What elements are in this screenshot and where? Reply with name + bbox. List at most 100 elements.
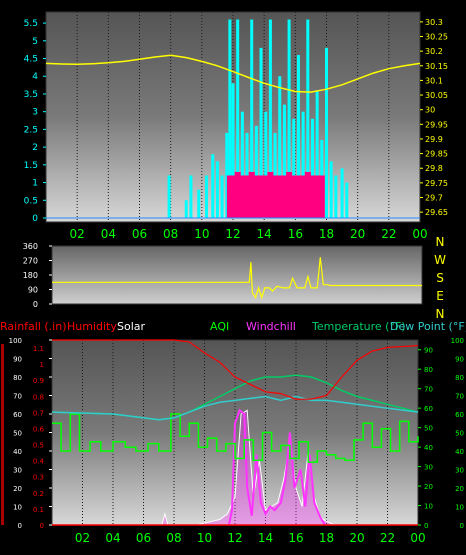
humidity-tick-label: 70: [13, 393, 22, 401]
rain-tick-label: 1.1: [33, 345, 44, 353]
x-tick-label: 10: [194, 227, 209, 241]
x-tick-label: 12: [225, 227, 240, 241]
windspeed-bar: [345, 182, 349, 218]
aqi-tick-label: 40: [455, 448, 464, 456]
x-tick-label: 20: [349, 531, 364, 545]
right-tick-label: 29.8: [425, 164, 443, 173]
right-tick-label: 30: [425, 106, 435, 115]
temp-tick-label: 0: [424, 522, 428, 530]
windspeed-bar: [264, 111, 268, 218]
temp-tick-label: 30: [424, 464, 433, 472]
x-tick-label: 16: [288, 531, 303, 545]
gust-bar: [244, 175, 251, 218]
windspeed-bar: [259, 47, 263, 218]
legend-entry: Rainfall (.in): [0, 320, 67, 333]
aqi-tick-label: 70: [455, 393, 464, 401]
x-tick-label: 12: [227, 531, 242, 545]
dir-tick-label: 360: [23, 242, 38, 251]
windspeed-bar: [334, 175, 338, 218]
left-tick-label: 3: [32, 108, 38, 118]
windspeed-bar: [278, 76, 282, 219]
humidity-line: [52, 339, 419, 400]
aqi-tick-label: 10: [455, 504, 464, 512]
windspeed-bar: [167, 175, 171, 218]
temp-tick-label: 60: [424, 405, 433, 413]
compass-label: S: [436, 271, 444, 285]
temp-tick-label: 90: [424, 347, 433, 355]
windspeed-bar: [325, 47, 328, 218]
right-tick-label: 30.25: [425, 32, 448, 41]
aqi-line: [52, 413, 419, 463]
windspeed-bar: [250, 19, 254, 219]
windspeed-bar: [197, 189, 201, 218]
humidity-tick-label: 80: [13, 374, 22, 382]
x-tick-label: 22: [380, 531, 395, 545]
windspeed-bar: [184, 200, 188, 218]
rain-tick-label: 0.6: [33, 425, 45, 433]
gust-bar: [253, 175, 260, 218]
x-tick-label: 00: [410, 531, 425, 545]
temp-tick-label: 20: [424, 483, 433, 491]
compass-label: N: [436, 307, 445, 321]
windspeed-bar: [236, 19, 240, 219]
gust-bar: [248, 171, 255, 218]
rain-tick-label: 0.7: [33, 409, 44, 417]
left-tick-label: 2.5: [24, 125, 38, 135]
windspeed-bar: [292, 118, 296, 218]
x-tick-label: 08: [166, 531, 181, 545]
windspeed-bar: [211, 154, 215, 218]
windspeed-bar: [282, 104, 286, 218]
right-tick-label: 29.85: [425, 150, 448, 159]
rain-tick-label: 0.8: [33, 393, 44, 401]
windspeed-bar: [329, 161, 333, 218]
gust-bar: [295, 175, 302, 218]
legend-entry: AQI: [210, 320, 229, 333]
gust-bar: [267, 171, 274, 218]
windspeed-bar: [228, 19, 232, 219]
windspeed-bar: [306, 19, 310, 219]
legend-entry: Humidity: [67, 320, 117, 333]
right-tick-label: 30.15: [425, 62, 448, 71]
x-tick-label: 06: [132, 227, 147, 241]
x-tick-label: 14: [258, 531, 273, 545]
aqi-tick-label: 0: [460, 522, 464, 530]
gust-bar: [290, 175, 297, 218]
windspeed-bar: [240, 111, 244, 218]
rain-tick-label: 0.2: [33, 490, 44, 498]
legend-entry: Solar: [117, 320, 146, 333]
rain-tick-label: 0.3: [33, 474, 44, 482]
x-tick-label: 16: [288, 227, 303, 241]
solar-area: [52, 410, 418, 525]
windspeed-bar: [225, 132, 229, 218]
windspeed-bar: [254, 125, 258, 218]
humidity-tick-label: 60: [13, 411, 22, 419]
humidity-tick-label: 10: [13, 504, 22, 512]
x-tick-label: 08: [163, 227, 178, 241]
direction-panel-bg: [52, 246, 422, 304]
gust-bar: [318, 175, 325, 218]
left-tick-label: 1: [32, 179, 38, 189]
gust-bar: [276, 175, 283, 218]
humidity-tick-label: 20: [13, 485, 22, 493]
aqi-tick-label: 90: [455, 356, 464, 364]
temp-tick-label: 10: [424, 503, 433, 511]
temp-tick-label: 50: [424, 425, 433, 433]
x-tick-label: 20: [350, 227, 365, 241]
rain-axis-bar: [1, 344, 4, 525]
windspeed-bar: [268, 19, 272, 219]
windspeed-bar: [315, 90, 319, 218]
left-tick-label: 4: [32, 72, 38, 82]
windspeed-bar: [287, 19, 291, 219]
right-tick-label: 30.1: [425, 76, 443, 85]
compass-label: W: [434, 253, 446, 267]
legend-entry: Dew Point (°F): [390, 320, 466, 333]
gust-bar: [226, 175, 233, 218]
left-tick-label: 4.5: [24, 55, 38, 65]
right-tick-label: 29.95: [425, 120, 448, 129]
rain-tick-label: 0.5: [33, 442, 44, 450]
humidity-tick-label: 30: [13, 467, 22, 475]
aqi-tick-label: 80: [455, 374, 464, 382]
gust-bar: [300, 175, 307, 218]
compass-label: E: [436, 289, 444, 303]
x-tick-label: 18: [319, 227, 334, 241]
